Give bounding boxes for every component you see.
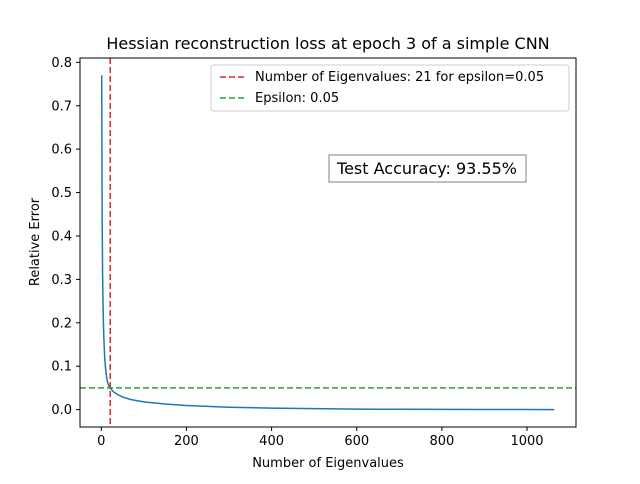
y-tick-label: 0.5: [51, 186, 72, 201]
chart-title: Hessian reconstruction loss at epoch 3 o…: [106, 34, 549, 53]
x-tick-label: 200: [174, 434, 199, 449]
annotation-box: [328, 154, 527, 183]
x-tick-label: 600: [344, 434, 369, 449]
x-tick-label: 800: [429, 434, 454, 449]
legend: Number of Eigenvalues: 21 for epsilon=0.…: [210, 64, 570, 112]
y-tick-label: 0.1: [51, 360, 72, 375]
legend-label-vertical-line: Number of Eigenvalues: 21 for epsilon=0.…: [255, 70, 544, 85]
legend-box: [210, 64, 570, 112]
y-tick-label: 0.3: [51, 273, 72, 288]
y-tick-label: 0.0: [51, 403, 72, 418]
y-tick-label: 0.8: [51, 56, 72, 71]
y-tick-label: 0.7: [51, 99, 72, 114]
y-tick-label: 0.6: [51, 143, 72, 158]
x-tick-label: 0: [97, 434, 105, 449]
plot-area: [80, 58, 576, 427]
y-tick-label: 0.2: [51, 316, 72, 331]
y-tick-label: 0.4: [51, 229, 72, 244]
legend-label-horizontal-line: Epsilon: 0.05: [255, 91, 339, 106]
x-tick-label: 1000: [510, 434, 543, 449]
y-axis-label: Relative Error: [28, 197, 43, 286]
x-axis: 0 200 400 600 800 1000: [97, 427, 544, 449]
x-axis-label: Number of Eigenvalues: [252, 456, 404, 471]
axes-frame: [79, 57, 577, 428]
series-line-0: [100, 75, 555, 411]
x-tick-label: 400: [259, 434, 284, 449]
y-axis: 0.0 0.1 0.2 0.3 0.4 0.5 0.6 0.7 0.8: [51, 56, 80, 418]
test-accuracy-annotation: Test Accuracy: 93.55%: [328, 154, 527, 183]
annotation-text: Test Accuracy: 93.55%: [336, 159, 517, 178]
